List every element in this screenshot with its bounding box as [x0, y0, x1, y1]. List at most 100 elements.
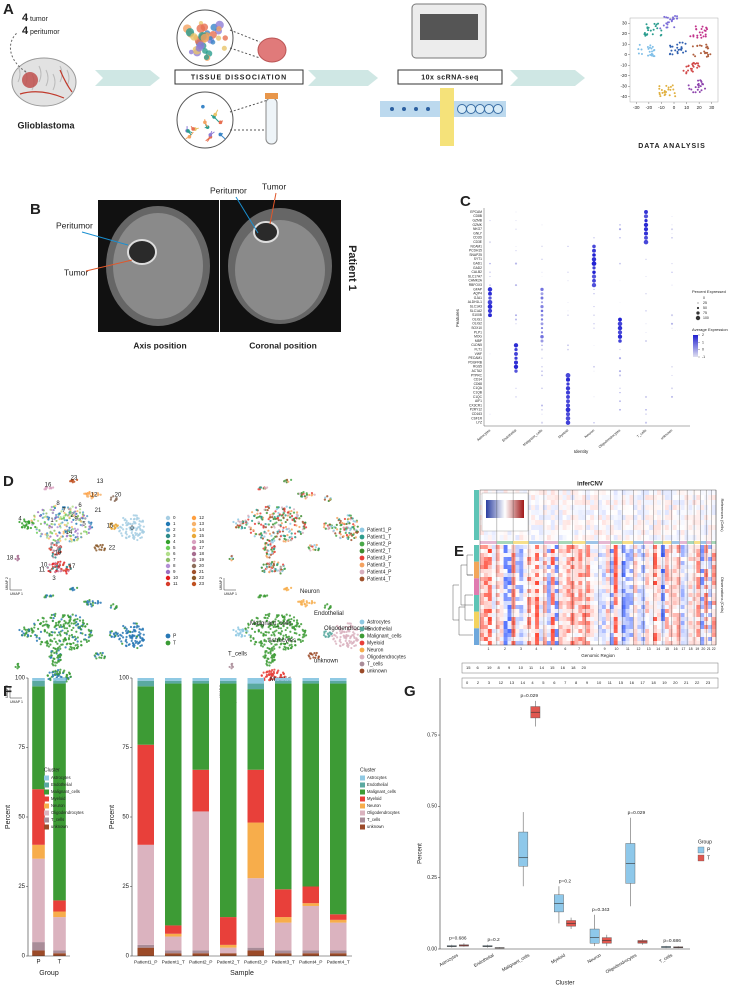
- umap-cell: [76, 539, 79, 542]
- feature-label: MOG: [474, 335, 482, 339]
- umap-cell: [132, 628, 135, 632]
- umap-cell: [76, 640, 79, 643]
- heat-cell: [696, 609, 701, 614]
- heat-cell: [487, 613, 492, 618]
- heat-cell: [637, 621, 642, 626]
- umap-cell: [89, 495, 93, 498]
- heat-cell: [499, 601, 504, 606]
- dot: [489, 284, 491, 286]
- umap-cell: [100, 656, 103, 659]
- heat-cell: [542, 585, 548, 590]
- heat-cell: [633, 569, 638, 574]
- heat-cell: [527, 500, 532, 506]
- heat-cell: [531, 625, 536, 630]
- dot: [617, 330, 623, 335]
- heat-cell: [539, 535, 544, 541]
- legend-label: 23: [199, 581, 205, 586]
- heat-cell: [645, 530, 650, 536]
- heat-cell: [708, 500, 713, 506]
- umap-cell: [356, 633, 359, 636]
- umap-cell: [57, 631, 61, 634]
- heat-cell: [712, 605, 717, 610]
- umap-cell: [56, 654, 60, 657]
- heat-cell: [625, 490, 630, 496]
- heat-cell: [613, 585, 618, 590]
- heat-cell: [503, 613, 508, 618]
- heat-cell: [672, 597, 677, 602]
- heat-cell: [542, 589, 548, 594]
- heat-cell: [617, 597, 622, 602]
- heat-cell: [684, 613, 689, 618]
- heat-cell: [495, 545, 500, 550]
- umap-cell: [230, 663, 233, 666]
- heat-cell: [641, 549, 646, 554]
- heat-cell: [601, 593, 607, 598]
- heat-cell: [586, 510, 591, 516]
- heat-cell: [633, 553, 638, 558]
- heat-cell: [483, 490, 489, 496]
- umap-cell: [96, 599, 100, 603]
- legend-dot: [359, 619, 365, 625]
- heat-cell: [574, 613, 579, 618]
- heat-cell: [598, 581, 603, 586]
- heat-cell: [574, 549, 579, 554]
- heat-cell: [637, 565, 642, 570]
- heat-cell: [684, 520, 689, 526]
- heat-cell: [542, 561, 548, 566]
- umap-cell: [23, 518, 26, 521]
- heat-cell: [483, 569, 489, 574]
- heat-cell: [692, 581, 697, 586]
- heat-cell: [700, 593, 705, 598]
- heat-cell: [680, 545, 685, 550]
- umap-cell: [101, 543, 104, 547]
- heat-cell: [523, 601, 528, 606]
- heat-cell: [609, 553, 614, 558]
- umap-cell: [281, 671, 285, 674]
- heat-cell: [562, 637, 567, 642]
- heat-cell: [601, 520, 607, 526]
- heat-cell: [660, 535, 666, 541]
- umap-cell: [263, 638, 266, 641]
- umap-cell: [356, 531, 359, 534]
- umap-cell: [293, 520, 296, 523]
- umap-cell: [290, 528, 293, 531]
- umap-cell: [68, 540, 71, 543]
- umap-cell: [71, 505, 74, 508]
- heat-cell: [657, 525, 662, 531]
- heat-cell: [554, 625, 559, 630]
- tsne-point: [673, 26, 676, 29]
- cell: [203, 120, 207, 125]
- heat-cell: [499, 625, 504, 630]
- dot: [593, 314, 595, 317]
- umap-cell: [112, 495, 115, 498]
- umap-cell: [339, 519, 342, 523]
- chrom-label: 16: [674, 647, 678, 651]
- dot: [565, 412, 571, 417]
- heat-cell: [712, 561, 717, 566]
- heat-cell: [570, 633, 575, 638]
- umap-cell: [284, 587, 287, 590]
- umap-cell: [133, 526, 136, 529]
- heat-cell: [480, 633, 485, 638]
- umap-cell: [313, 601, 316, 604]
- umap-cell: [349, 635, 353, 638]
- umap-cell: [343, 636, 346, 639]
- heat-cell: [613, 561, 618, 566]
- heat-cell: [487, 625, 492, 630]
- heat-cell: [531, 515, 536, 521]
- heat-cell: [574, 625, 579, 630]
- umap-cell: [37, 627, 40, 630]
- heat-cell: [609, 613, 614, 618]
- heat-cell: [649, 633, 654, 638]
- heat-cell: [546, 525, 551, 531]
- heat-cell: [503, 597, 508, 602]
- heat-cell: [531, 553, 536, 558]
- gyrus: [45, 69, 49, 87]
- umap-cell: [142, 531, 145, 534]
- heat-cell: [558, 577, 563, 582]
- umap-cell: [344, 635, 348, 638]
- obs-bar: [474, 578, 479, 595]
- umap-cell: [55, 564, 58, 567]
- umap-cell: [339, 635, 342, 639]
- heat-cell: [562, 500, 567, 506]
